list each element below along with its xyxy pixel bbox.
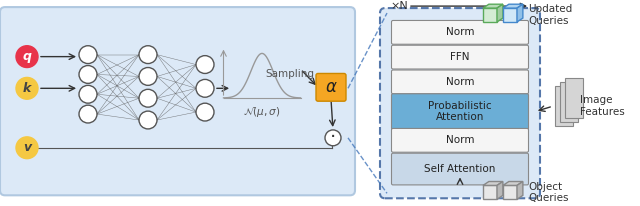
- Text: Probabilistic
Attention: Probabilistic Attention: [428, 101, 492, 122]
- Text: Image
Features: Image Features: [580, 95, 625, 117]
- Circle shape: [16, 137, 38, 159]
- Polygon shape: [560, 82, 578, 122]
- FancyBboxPatch shape: [380, 8, 540, 198]
- Polygon shape: [483, 8, 497, 22]
- Text: Object
Queries: Object Queries: [528, 181, 568, 203]
- Text: q: q: [22, 50, 31, 63]
- Polygon shape: [483, 185, 497, 199]
- Circle shape: [16, 46, 38, 68]
- Text: k: k: [23, 82, 31, 95]
- Circle shape: [16, 77, 38, 99]
- Circle shape: [139, 89, 157, 107]
- FancyBboxPatch shape: [392, 153, 529, 185]
- Circle shape: [139, 68, 157, 85]
- Polygon shape: [503, 8, 517, 22]
- FancyBboxPatch shape: [392, 94, 529, 129]
- FancyBboxPatch shape: [392, 70, 529, 94]
- Polygon shape: [517, 4, 523, 22]
- FancyBboxPatch shape: [0, 7, 355, 195]
- Polygon shape: [503, 4, 523, 8]
- FancyBboxPatch shape: [392, 20, 529, 44]
- Text: FFN: FFN: [451, 52, 470, 62]
- FancyBboxPatch shape: [392, 128, 529, 152]
- FancyBboxPatch shape: [392, 45, 529, 69]
- Circle shape: [79, 85, 97, 103]
- Circle shape: [139, 111, 157, 129]
- Text: Norm: Norm: [445, 77, 474, 87]
- Circle shape: [79, 105, 97, 123]
- Text: ×N: ×N: [390, 1, 408, 11]
- Text: $\mathcal{N}(\mu,\sigma)$: $\mathcal{N}(\mu,\sigma)$: [243, 105, 281, 119]
- Text: $\alpha$: $\alpha$: [324, 78, 337, 96]
- Text: v: v: [23, 141, 31, 154]
- FancyBboxPatch shape: [316, 74, 346, 101]
- Text: Sampling: Sampling: [266, 69, 314, 80]
- Polygon shape: [555, 86, 573, 126]
- Circle shape: [196, 56, 214, 74]
- Circle shape: [325, 130, 341, 146]
- Polygon shape: [483, 181, 503, 185]
- Polygon shape: [483, 4, 503, 8]
- Text: Norm: Norm: [445, 135, 474, 145]
- Polygon shape: [503, 185, 517, 199]
- Polygon shape: [565, 78, 583, 118]
- Text: Self Attention: Self Attention: [424, 164, 496, 174]
- Circle shape: [196, 103, 214, 121]
- Circle shape: [196, 79, 214, 97]
- Polygon shape: [503, 181, 523, 185]
- Circle shape: [139, 46, 157, 64]
- Text: Norm: Norm: [445, 27, 474, 37]
- Circle shape: [79, 46, 97, 64]
- Circle shape: [79, 66, 97, 83]
- Text: Updated
Queries: Updated Queries: [528, 4, 572, 26]
- Polygon shape: [497, 4, 503, 22]
- Polygon shape: [497, 181, 503, 199]
- Text: ·: ·: [330, 128, 336, 147]
- Polygon shape: [517, 181, 523, 199]
